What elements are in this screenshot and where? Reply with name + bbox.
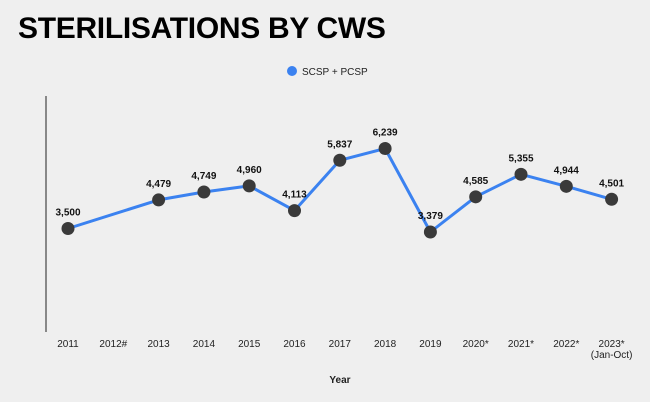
series-line [67,147,613,234]
legend: SCSP + PCSP [287,66,368,78]
plot-area: 3,500 4,479 4,749 4,960 4,113 5,837 6,239 3,379… [55,128,625,239]
data-point [514,167,528,181]
data-label: 3,500 [55,208,80,219]
x-tick-label: 2023* (Jan-Oct) [591,339,633,361]
x-tick-label: 2014 [193,339,216,350]
data-point [333,153,347,167]
data-label: 4,479 [146,179,171,190]
chart-title: STERILISATIONS BY CWS [18,12,386,45]
data-point [605,192,619,206]
x-tick-label: 2020* [463,339,489,350]
x-tick-label: 2021* [508,339,534,350]
data-label: 4,944 [554,165,579,176]
x-tick-label: 2019 [419,339,442,350]
x-tick-label: 2011 [57,339,79,350]
data-point [378,142,392,156]
data-label: 4,960 [237,165,262,176]
legend-label: SCSP + PCSP [302,67,368,78]
data-point [559,179,573,193]
data-point [288,204,301,218]
data-point [61,222,75,235]
legend-marker [287,66,297,76]
data-point [152,193,166,207]
data-point [423,225,437,239]
x-tick-label: 2022* [553,339,579,350]
data-point [242,179,256,193]
x-tick-labels: 2011 2012# 2013 2014 2015 2016 2017 2018 2019 202… [57,339,632,361]
data-label: 5,355 [508,153,533,164]
x-tick-label: 2012# [99,339,127,350]
data-label: 3,379 [418,211,443,222]
x-axis-title: Year [329,375,350,386]
data-label: 4,749 [191,171,216,182]
data-label: 5,837 [327,139,352,150]
data-label: 4,585 [463,176,488,187]
x-tick-label: 2013 [147,339,170,350]
data-label: 4,113 [282,190,307,201]
x-tick-label: 2017 [329,339,352,350]
x-tick-label: 2016 [283,339,306,350]
data-point [469,190,483,204]
data-point [197,185,211,199]
x-tick-label: 2015 [238,339,261,350]
data-label: 4,501 [599,178,624,189]
x-tick-label: 2018 [374,339,397,350]
data-label: 6,239 [373,128,398,139]
